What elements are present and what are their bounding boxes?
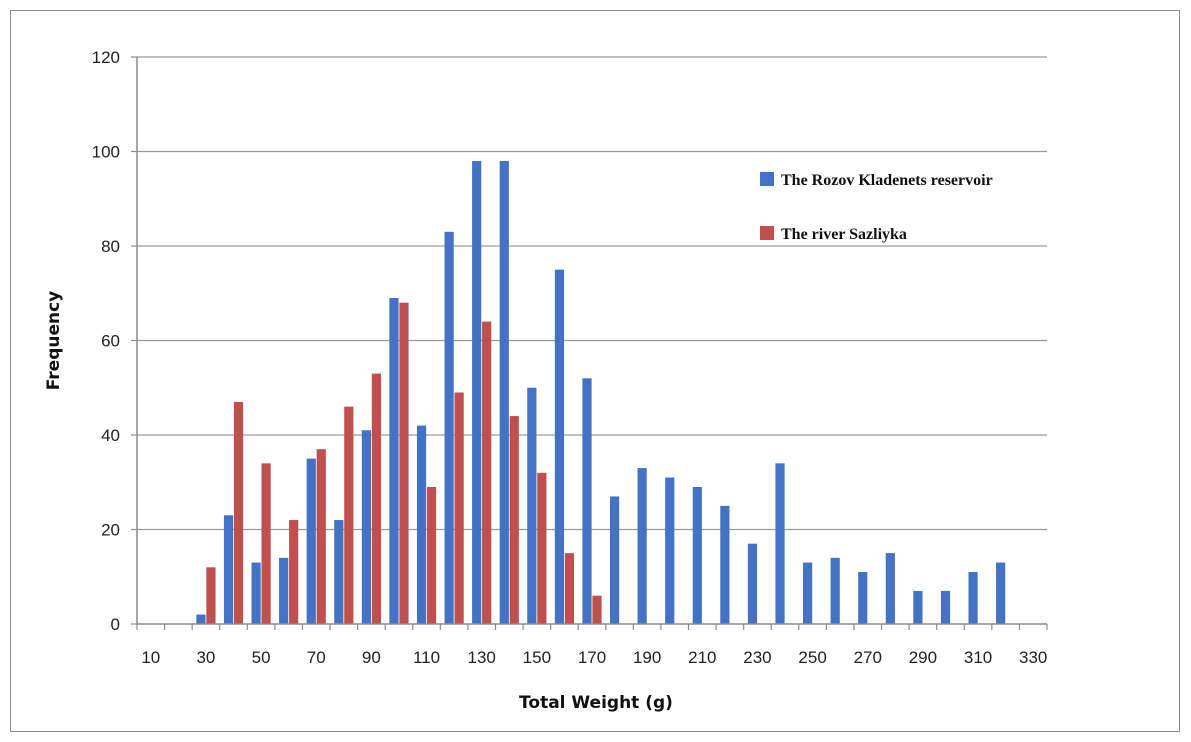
x-tick-label: 170 xyxy=(578,648,606,667)
x-tick-label: 330 xyxy=(1019,648,1047,667)
legend: The Rozov Kladenets reservoir The river … xyxy=(760,172,993,243)
bar-river-90 xyxy=(371,373,381,624)
x-tick-label: 230 xyxy=(743,648,771,667)
bar-reservoir-310 xyxy=(968,572,978,624)
bar-river-60 xyxy=(289,520,299,624)
bar-reservoir-260 xyxy=(830,557,840,624)
x-tick-label: 250 xyxy=(798,648,826,667)
legend-label-reservoir: The Rozov Kladenets reservoir xyxy=(781,172,993,189)
bar-reservoir-230 xyxy=(747,543,758,624)
bar-reservoir-170 xyxy=(582,378,592,624)
bar-reservoir-100 xyxy=(389,297,399,624)
y-tick-labels: 0 20 40 60 80 100 120 xyxy=(92,48,120,634)
bar-reservoir-50 xyxy=(251,562,261,624)
bar-river-70 xyxy=(316,449,326,624)
bar-reservoir-120 xyxy=(444,231,454,624)
x-tick-label: 150 xyxy=(523,648,551,667)
bar-reservoir-140 xyxy=(499,160,509,624)
bar-reservoir-210 xyxy=(692,486,702,624)
bar-river-50 xyxy=(261,463,271,624)
x-tick-label: 290 xyxy=(909,648,937,667)
y-tick-label: 20 xyxy=(101,521,120,540)
x-tick-label: 90 xyxy=(362,648,381,667)
legend-label-river: The river Sazliyka xyxy=(781,226,907,243)
x-tick-label: 130 xyxy=(468,648,496,667)
bar-reservoir-200 xyxy=(665,477,675,624)
bars xyxy=(196,160,1006,624)
bar-river-100 xyxy=(399,302,409,624)
bar-river-130 xyxy=(482,321,492,624)
legend-swatch-reservoir xyxy=(760,172,774,186)
bar-reservoir-150 xyxy=(527,387,537,624)
bar-reservoir-250 xyxy=(803,562,813,624)
gridlines xyxy=(131,56,1048,630)
bar-reservoir-240 xyxy=(775,463,785,624)
bar-river-160 xyxy=(564,553,575,624)
bar-reservoir-220 xyxy=(720,505,730,624)
x-tick-label: 30 xyxy=(196,648,215,667)
bar-reservoir-110 xyxy=(416,425,427,624)
x-tick-label: 190 xyxy=(633,648,661,667)
bar-reservoir-90 xyxy=(361,430,371,624)
bar-reservoir-30 xyxy=(196,614,206,624)
bar-river-150 xyxy=(537,472,547,624)
y-tick-label: 0 xyxy=(111,615,120,634)
bar-river-120 xyxy=(454,392,464,624)
y-tick-label: 80 xyxy=(101,237,120,256)
y-tick-label: 40 xyxy=(101,426,120,445)
bar-reservoir-180 xyxy=(609,496,620,624)
legend-swatch-river xyxy=(760,226,774,240)
bar-reservoir-270 xyxy=(858,572,868,624)
x-tick-label: 270 xyxy=(854,648,882,667)
y-tick-label: 120 xyxy=(92,48,120,67)
bar-river-140 xyxy=(509,416,519,624)
y-tick-label: 60 xyxy=(101,332,120,351)
bar-river-80 xyxy=(344,406,354,624)
bar-reservoir-60 xyxy=(279,557,289,624)
bar-reservoir-40 xyxy=(223,515,234,624)
x-tick-label: 50 xyxy=(252,648,271,667)
bar-river-40 xyxy=(233,401,244,624)
y-tick-label: 100 xyxy=(92,143,120,162)
x-tick-label: 70 xyxy=(307,648,326,667)
x-tick-label: 110 xyxy=(413,648,440,667)
bar-reservoir-280 xyxy=(885,553,895,624)
x-tick-label: 310 xyxy=(964,648,992,667)
bar-reservoir-320 xyxy=(996,562,1006,624)
axes xyxy=(136,57,1047,625)
x-tick-label: 10 xyxy=(141,648,160,667)
bar-reservoir-300 xyxy=(940,590,951,624)
bar-reservoir-160 xyxy=(554,269,565,624)
bar-river-170 xyxy=(592,595,602,624)
bar-reservoir-70 xyxy=(306,458,316,624)
x-tick-label: 210 xyxy=(688,648,716,667)
bar-reservoir-80 xyxy=(334,520,344,624)
bar-river-30 xyxy=(206,567,216,624)
x-tick-labels: 10 30 50 70 90 110 130 150 170 190 210 230 250 270 290… xyxy=(141,648,1047,667)
bar-reservoir-130 xyxy=(472,160,482,624)
bar-river-110 xyxy=(426,486,437,624)
bar-reservoir-190 xyxy=(637,468,647,624)
bar-reservoir-290 xyxy=(913,590,923,624)
x-axis-title: Total Weight (g) xyxy=(519,693,673,713)
y-axis-title: Frequency xyxy=(44,291,64,391)
